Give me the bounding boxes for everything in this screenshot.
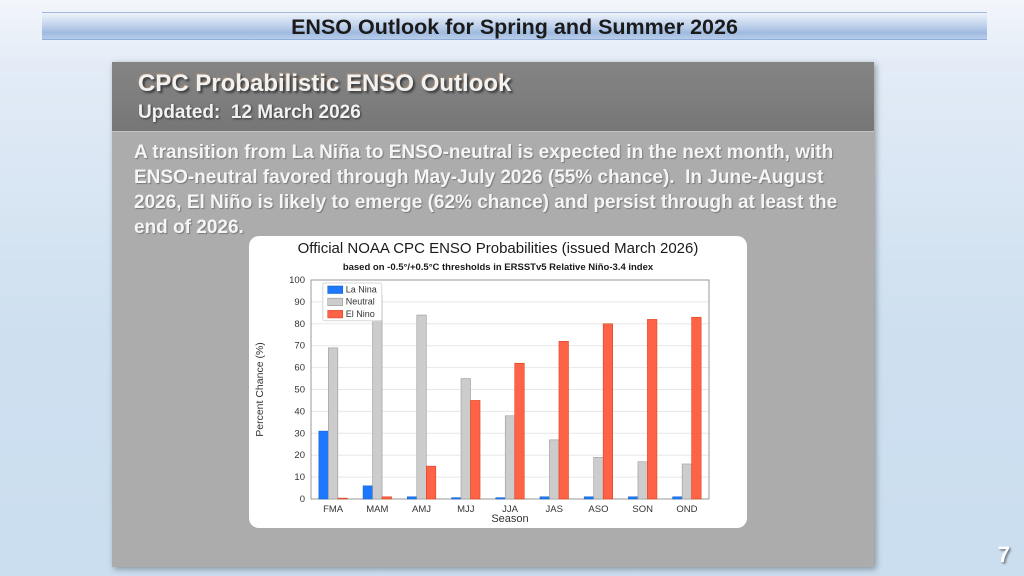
svg-text:40: 40 [294, 406, 305, 417]
svg-text:100: 100 [289, 275, 305, 286]
svg-text:0: 0 [300, 494, 305, 505]
svg-text:based on -0.5°/+0.5°C threshol: based on -0.5°/+0.5°C thresholds in ERSS… [343, 262, 654, 273]
svg-text:Neutral: Neutral [346, 297, 375, 307]
svg-text:SON: SON [632, 504, 653, 515]
svg-text:MJJ: MJJ [457, 504, 475, 515]
svg-text:60: 60 [294, 363, 305, 374]
svg-text:MAM: MAM [366, 504, 388, 515]
svg-text:20: 20 [294, 450, 305, 461]
svg-text:Percent Chance (%): Percent Chance (%) [254, 342, 266, 437]
svg-text:OND: OND [676, 504, 697, 515]
svg-text:30: 30 [294, 428, 305, 439]
svg-text:70: 70 [294, 341, 305, 352]
svg-text:Official NOAA CPC ENSO Probabi: Official NOAA CPC ENSO Probabilities (is… [298, 240, 699, 257]
svg-text:FMA: FMA [323, 504, 344, 515]
svg-text:50: 50 [294, 385, 305, 396]
svg-text:ASO: ASO [588, 504, 608, 515]
svg-text:El Nino: El Nino [346, 309, 375, 319]
svg-text:90: 90 [294, 297, 305, 308]
svg-text:80: 80 [294, 319, 305, 330]
svg-text:AMJ: AMJ [412, 504, 431, 515]
svg-text:10: 10 [294, 472, 305, 483]
svg-text:JJA: JJA [502, 504, 519, 515]
svg-text:JAS: JAS [546, 504, 563, 515]
svg-text:La Nina: La Nina [346, 285, 377, 295]
